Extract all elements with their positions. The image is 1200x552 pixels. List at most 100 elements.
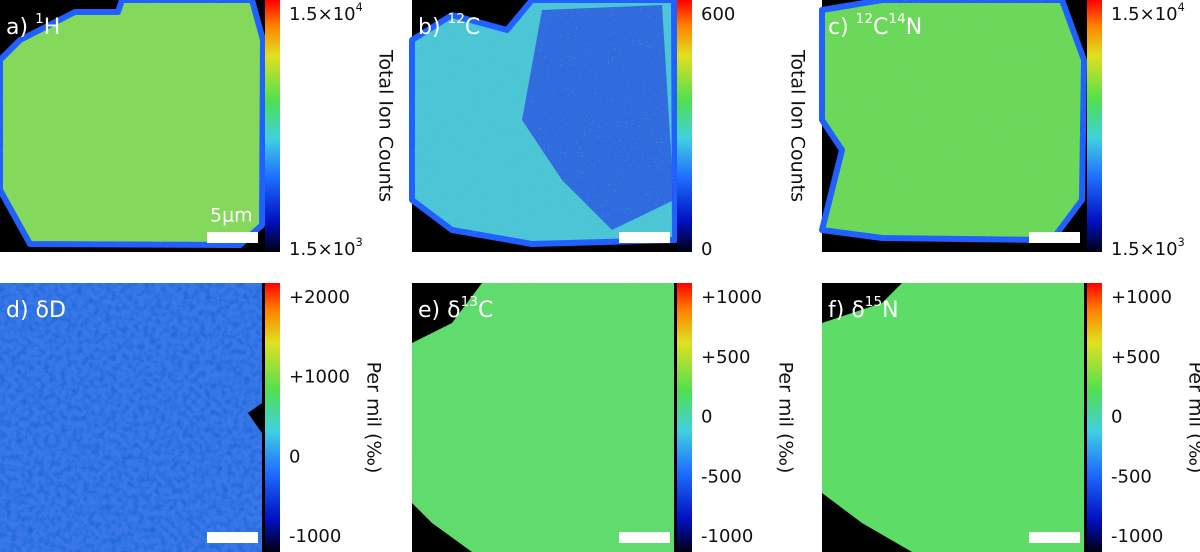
- text-segment: 3: [356, 236, 363, 249]
- scale-bar: [1029, 532, 1080, 543]
- text-segment: -500: [1111, 466, 1152, 487]
- text-segment: c): [828, 15, 856, 40]
- text-segment: b): [418, 15, 448, 40]
- colorbar-tick-label: +1000: [701, 287, 762, 308]
- colorbar-tick-label: -500: [1111, 466, 1152, 487]
- panel: d) δD +2000 +1000 0 -1000 Per mil (‰): [0, 283, 385, 552]
- text-segment: -1000: [289, 526, 341, 547]
- colorbar-label: Per mil (‰): [1185, 362, 1200, 474]
- panel-label: f) δ15N: [828, 294, 899, 323]
- colorbar-tick-label: +500: [1111, 347, 1160, 368]
- colorbar-tick-label: -500: [701, 466, 742, 487]
- panel: f) δ15N +1000 +500 0 -500 -1000 Per mil (‰): [822, 283, 1200, 552]
- map-texture: [822, 0, 1084, 240]
- text-segment: δ: [447, 298, 460, 323]
- text-segment: δ: [851, 298, 864, 323]
- colorbar: [265, 0, 280, 252]
- text-segment: C: [478, 298, 493, 323]
- colorbar-tick-label: 600: [701, 4, 735, 25]
- panel-label: e) δ13C: [418, 294, 493, 323]
- scale-bar: [619, 532, 670, 543]
- colorbar-tick-label: 1.5×104: [1111, 1, 1185, 25]
- text-segment: N: [882, 298, 898, 323]
- colorbar-tick-label: -1000: [701, 526, 753, 547]
- colorbar-tick-label: 0: [289, 446, 300, 467]
- panel: e) δ13C +1000 +500 0 -500 -1000 Per mil (‰): [412, 283, 797, 552]
- text-segment: 12: [856, 11, 873, 27]
- scale-bar: [619, 232, 670, 243]
- colorbar: [1087, 0, 1102, 252]
- text-segment: -1000: [701, 526, 753, 547]
- colorbar-tick-label: +1000: [289, 367, 350, 388]
- text-segment: 1.5×10: [1111, 4, 1178, 25]
- colorbar-label: Total Ion Counts: [787, 49, 809, 202]
- scale-bar: [1029, 232, 1080, 243]
- text-segment: 12: [448, 11, 465, 27]
- text-segment: +1000: [1111, 287, 1172, 308]
- colorbar-label: Per mil (‰): [363, 362, 385, 474]
- text-segment: +500: [1111, 347, 1160, 368]
- text-segment: 14: [888, 11, 905, 27]
- colorbar: [1087, 283, 1102, 552]
- colorbar-tick-label: +500: [701, 347, 750, 368]
- colorbar-tick-label: 1.5×103: [1111, 236, 1185, 260]
- text-segment: 1.5×10: [289, 4, 356, 25]
- text-segment: N: [906, 15, 922, 40]
- colorbar-tick-label: +2000: [289, 287, 350, 308]
- text-segment: 0: [1111, 407, 1122, 428]
- panel-label: d) δD: [6, 298, 66, 323]
- colorbar-tick-label: -1000: [1111, 526, 1163, 547]
- panel-label: c) 12C14N: [828, 11, 922, 40]
- text-segment: 0: [701, 239, 712, 260]
- text-segment: 4: [1178, 1, 1185, 14]
- scale-bar: [207, 532, 258, 543]
- text-segment: 600: [701, 4, 735, 25]
- text-segment: -500: [701, 466, 742, 487]
- text-segment: 1: [35, 11, 44, 27]
- text-segment: 1.5×10: [1111, 239, 1178, 260]
- text-segment: +1000: [289, 367, 350, 388]
- colorbar-tick-label: 1.5×104: [289, 1, 363, 25]
- map-texture: [822, 283, 1084, 552]
- text-segment: f): [828, 298, 851, 323]
- colorbar-label: Total Ion Counts: [1197, 49, 1200, 202]
- text-segment: d): [6, 298, 36, 323]
- scale-bar: [207, 232, 258, 243]
- text-segment: +500: [701, 347, 750, 368]
- colorbar: [265, 283, 280, 552]
- map-texture: [0, 0, 263, 245]
- text-segment: +2000: [289, 287, 350, 308]
- text-segment: C: [873, 15, 888, 40]
- colorbar-tick-label: +1000: [1111, 287, 1172, 308]
- text-segment: 0: [701, 407, 712, 428]
- scale-bar-label: 5μm: [210, 205, 253, 227]
- map-texture: [0, 283, 262, 552]
- map-texture: [412, 0, 675, 244]
- panel-label: b) 12C: [418, 11, 480, 40]
- colorbar-label: Per mil (‰): [775, 362, 797, 474]
- text-segment: -1000: [1111, 526, 1163, 547]
- colorbar-tick-label: 1.5×103: [289, 236, 363, 260]
- colorbar-tick-label: -1000: [289, 526, 341, 547]
- colorbar: [677, 283, 692, 552]
- text-segment: 3: [1178, 236, 1185, 249]
- text-segment: e): [418, 298, 447, 323]
- text-segment: +1000: [701, 287, 762, 308]
- colorbar-tick-label: 0: [1111, 407, 1122, 428]
- text-segment: H: [44, 15, 61, 40]
- map-texture: [412, 283, 674, 552]
- colorbar-tick-label: 0: [701, 239, 712, 260]
- text-segment: 13: [461, 294, 478, 310]
- panel-label: a) 1H: [6, 11, 60, 40]
- text-segment: 15: [865, 294, 882, 310]
- text-segment: 0: [289, 446, 300, 467]
- colorbar-tick-label: 0: [701, 407, 712, 428]
- text-segment: 4: [356, 1, 363, 14]
- text-segment: δD: [36, 298, 66, 323]
- text-segment: a): [6, 15, 35, 40]
- colorbar-label: Total Ion Counts: [375, 49, 397, 202]
- text-segment: 1.5×10: [289, 239, 356, 260]
